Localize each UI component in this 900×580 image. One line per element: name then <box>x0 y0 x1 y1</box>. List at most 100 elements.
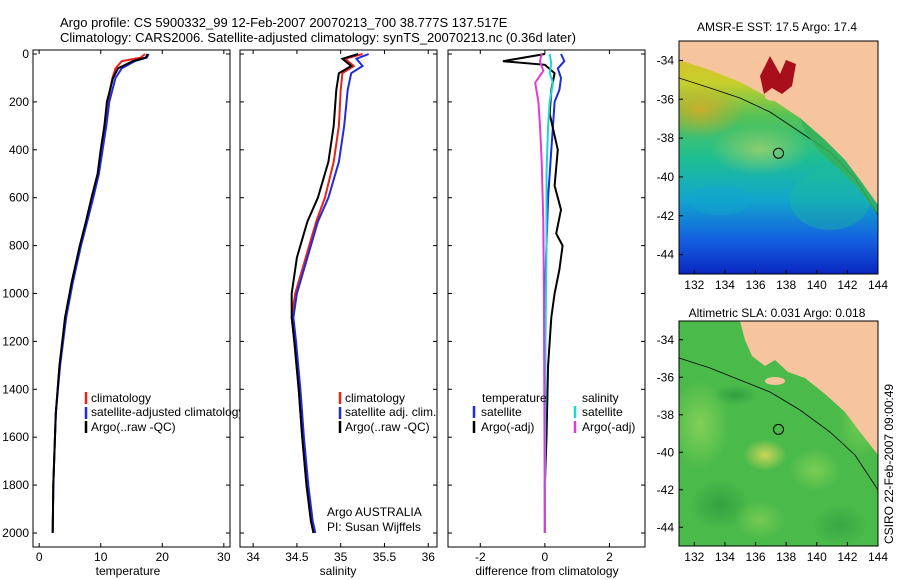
series-salinity-argo-adj- <box>534 53 546 534</box>
legend-temperature-title: temperature <box>482 391 547 405</box>
sla-map-frame <box>678 320 879 547</box>
series-argo-raw-qc- <box>290 53 359 534</box>
map-y-tick-label: -36 <box>657 370 675 384</box>
salinity-xticks: 34 34.5 35 35.5 36 <box>246 50 435 564</box>
map-y-tick-label: -42 <box>657 483 675 497</box>
salinity-series-group <box>290 53 370 534</box>
map-x-tick-label: 138 <box>776 550 796 564</box>
difference-panel: -2 0 2 difference from climatology tempera… <box>447 49 646 578</box>
map-x-tick-label: 142 <box>837 550 857 564</box>
legend-label-climatology: climatology <box>345 391 405 405</box>
figure-title-line1: Argo profile: CS 5900332_99 12-Feb-2007 … <box>60 15 508 30</box>
y-tick-label: 1200 <box>2 334 29 348</box>
sla-map-title: Altimetric SLA: 0.031 Argo: 0.018 <box>689 306 866 320</box>
x-tick-label: 30 <box>217 550 231 564</box>
series-temperature-argo-adj- <box>502 53 564 533</box>
temperature-xticks: 0 10 20 30 <box>36 50 231 564</box>
map-x-tick-label: 132 <box>684 550 704 564</box>
map-x-tick-label: 140 <box>807 278 827 292</box>
map-y-tick-label: -44 <box>657 520 675 534</box>
map-x-tick-label: 136 <box>746 278 766 292</box>
sla-land-mass <box>740 321 878 455</box>
legend-label-sal-satellite: satellite <box>582 405 623 419</box>
sla-depth-contour <box>679 357 878 491</box>
x-tick-label: 35 <box>334 550 348 564</box>
map-x-tick-label: 136 <box>746 550 766 564</box>
difference-series-group <box>502 53 566 534</box>
map-x-tick-label: 132 <box>684 278 704 292</box>
map-y-tick-label: -38 <box>657 131 675 145</box>
argo-program-label: Argo AUSTRALIA <box>327 505 422 519</box>
sst-profile-location-marker <box>773 147 784 159</box>
sla-map-xticks: 132 134 136 138 140 142 144 <box>684 542 888 564</box>
sla-map-panel: Altimetric SLA: 0.031 Argo: 0.018 -34 -36… <box>657 306 889 564</box>
legend-label-temp-satellite: satellite <box>481 405 522 419</box>
y-tick-label: 800 <box>9 239 29 253</box>
map-x-tick-label: 140 <box>807 550 827 564</box>
figure-title-line2: Climatology: CARS2006. Satellite-adjuste… <box>60 30 576 45</box>
x-tick-label: -2 <box>475 550 486 564</box>
map-y-tick-label: -36 <box>657 92 675 106</box>
legend-label-climatology: climatology <box>91 391 151 405</box>
sst-map-yticks: -34 -36 -38 -40 -42 -44 <box>657 53 683 262</box>
legend-label-argo: Argo(..raw -QC) <box>345 420 430 434</box>
y-tick-label: 1600 <box>2 430 29 444</box>
map-y-tick-label: -40 <box>657 445 675 459</box>
x-tick-label: 0 <box>36 550 43 564</box>
y-tick-label: 600 <box>9 191 29 205</box>
temperature-legend: climatology satellite-adjusted climatolo… <box>84 391 244 434</box>
sla-map-yticks: -34 -36 -38 -40 -42 -44 <box>657 333 683 534</box>
map-x-tick-label: 142 <box>837 278 857 292</box>
map-x-tick-label: 144 <box>868 278 888 292</box>
map-x-tick-label: 134 <box>715 278 735 292</box>
x-tick-label: 20 <box>156 550 170 564</box>
map-y-tick-label: -34 <box>657 53 675 67</box>
difference-legend: temperature satellite Argo(-adj) salinit… <box>472 391 635 434</box>
map-y-tick-label: -42 <box>657 209 675 223</box>
map-y-tick-label: -44 <box>657 248 675 262</box>
salinity-legend: climatology satellite adj. clim. Argo(..… <box>338 391 436 434</box>
map-y-tick-label: -40 <box>657 170 675 184</box>
temperature-axes <box>32 49 231 548</box>
x-tick-label: 0 <box>542 550 549 564</box>
kangaroo-island <box>765 93 785 101</box>
sla-kangaroo-island <box>765 377 785 385</box>
salinity-xlabel: salinity <box>320 564 357 578</box>
sla-profile-location-marker <box>773 423 784 435</box>
y-tick-label: 1400 <box>2 382 29 396</box>
salinity-panel: 34 34.5 35 35.5 36 salinity climatology sate… <box>239 49 438 578</box>
map-x-tick-label: 138 <box>776 278 796 292</box>
series-argo-raw-qc- <box>51 53 149 534</box>
sst-map-title: AMSR-E SST: 17.5 Argo: 17.4 <box>697 20 857 34</box>
x-tick-label: 34 <box>246 550 260 564</box>
y-tick-label: 400 <box>9 143 29 157</box>
map-x-tick-label: 144 <box>868 550 888 564</box>
sst-map-frame <box>678 40 879 275</box>
y-tick-label: 1000 <box>2 287 29 301</box>
argo-pi-label: PI: Susan Wijffels <box>327 520 421 534</box>
map-y-tick-label: -38 <box>657 408 675 422</box>
x-tick-label: 35.5 <box>373 550 397 564</box>
temperature-yticks: 0 200 400 600 800 1000 1200 1400 1600 1800 2000 <box>2 47 230 540</box>
legend-label-temp-argo: Argo(-adj) <box>481 420 534 434</box>
y-tick-label: 2000 <box>2 526 29 540</box>
legend-label-satellite: satellite-adjusted climatology <box>91 405 244 419</box>
x-tick-label: 34.5 <box>285 550 309 564</box>
legend-label-satellite: satellite adj. clim. <box>345 405 436 419</box>
difference-xlabel: difference from climatology <box>475 564 618 578</box>
sst-map-xticks: 132 134 136 138 140 142 144 <box>684 270 888 292</box>
series-salinity-satellite <box>543 53 555 534</box>
temperature-xlabel: temperature <box>96 564 161 578</box>
legend-salinity-title: salinity <box>582 391 619 405</box>
temperature-series-group <box>51 53 150 534</box>
sst-map-panel: AMSR-E SST: 17.5 Argo: 17.4 -34 -36 -38 -40… <box>657 20 889 292</box>
legend-label-sal-argo: Argo(-adj) <box>582 420 635 434</box>
x-tick-label: 2 <box>606 550 613 564</box>
y-tick-label: 0 <box>22 47 29 61</box>
y-tick-label: 1800 <box>2 478 29 492</box>
sst-gulf-warm-water <box>760 56 796 94</box>
difference-yticks <box>448 53 645 534</box>
x-tick-label: 36 <box>422 550 436 564</box>
legend-label-argo: Argo(..raw -QC) <box>91 420 176 434</box>
